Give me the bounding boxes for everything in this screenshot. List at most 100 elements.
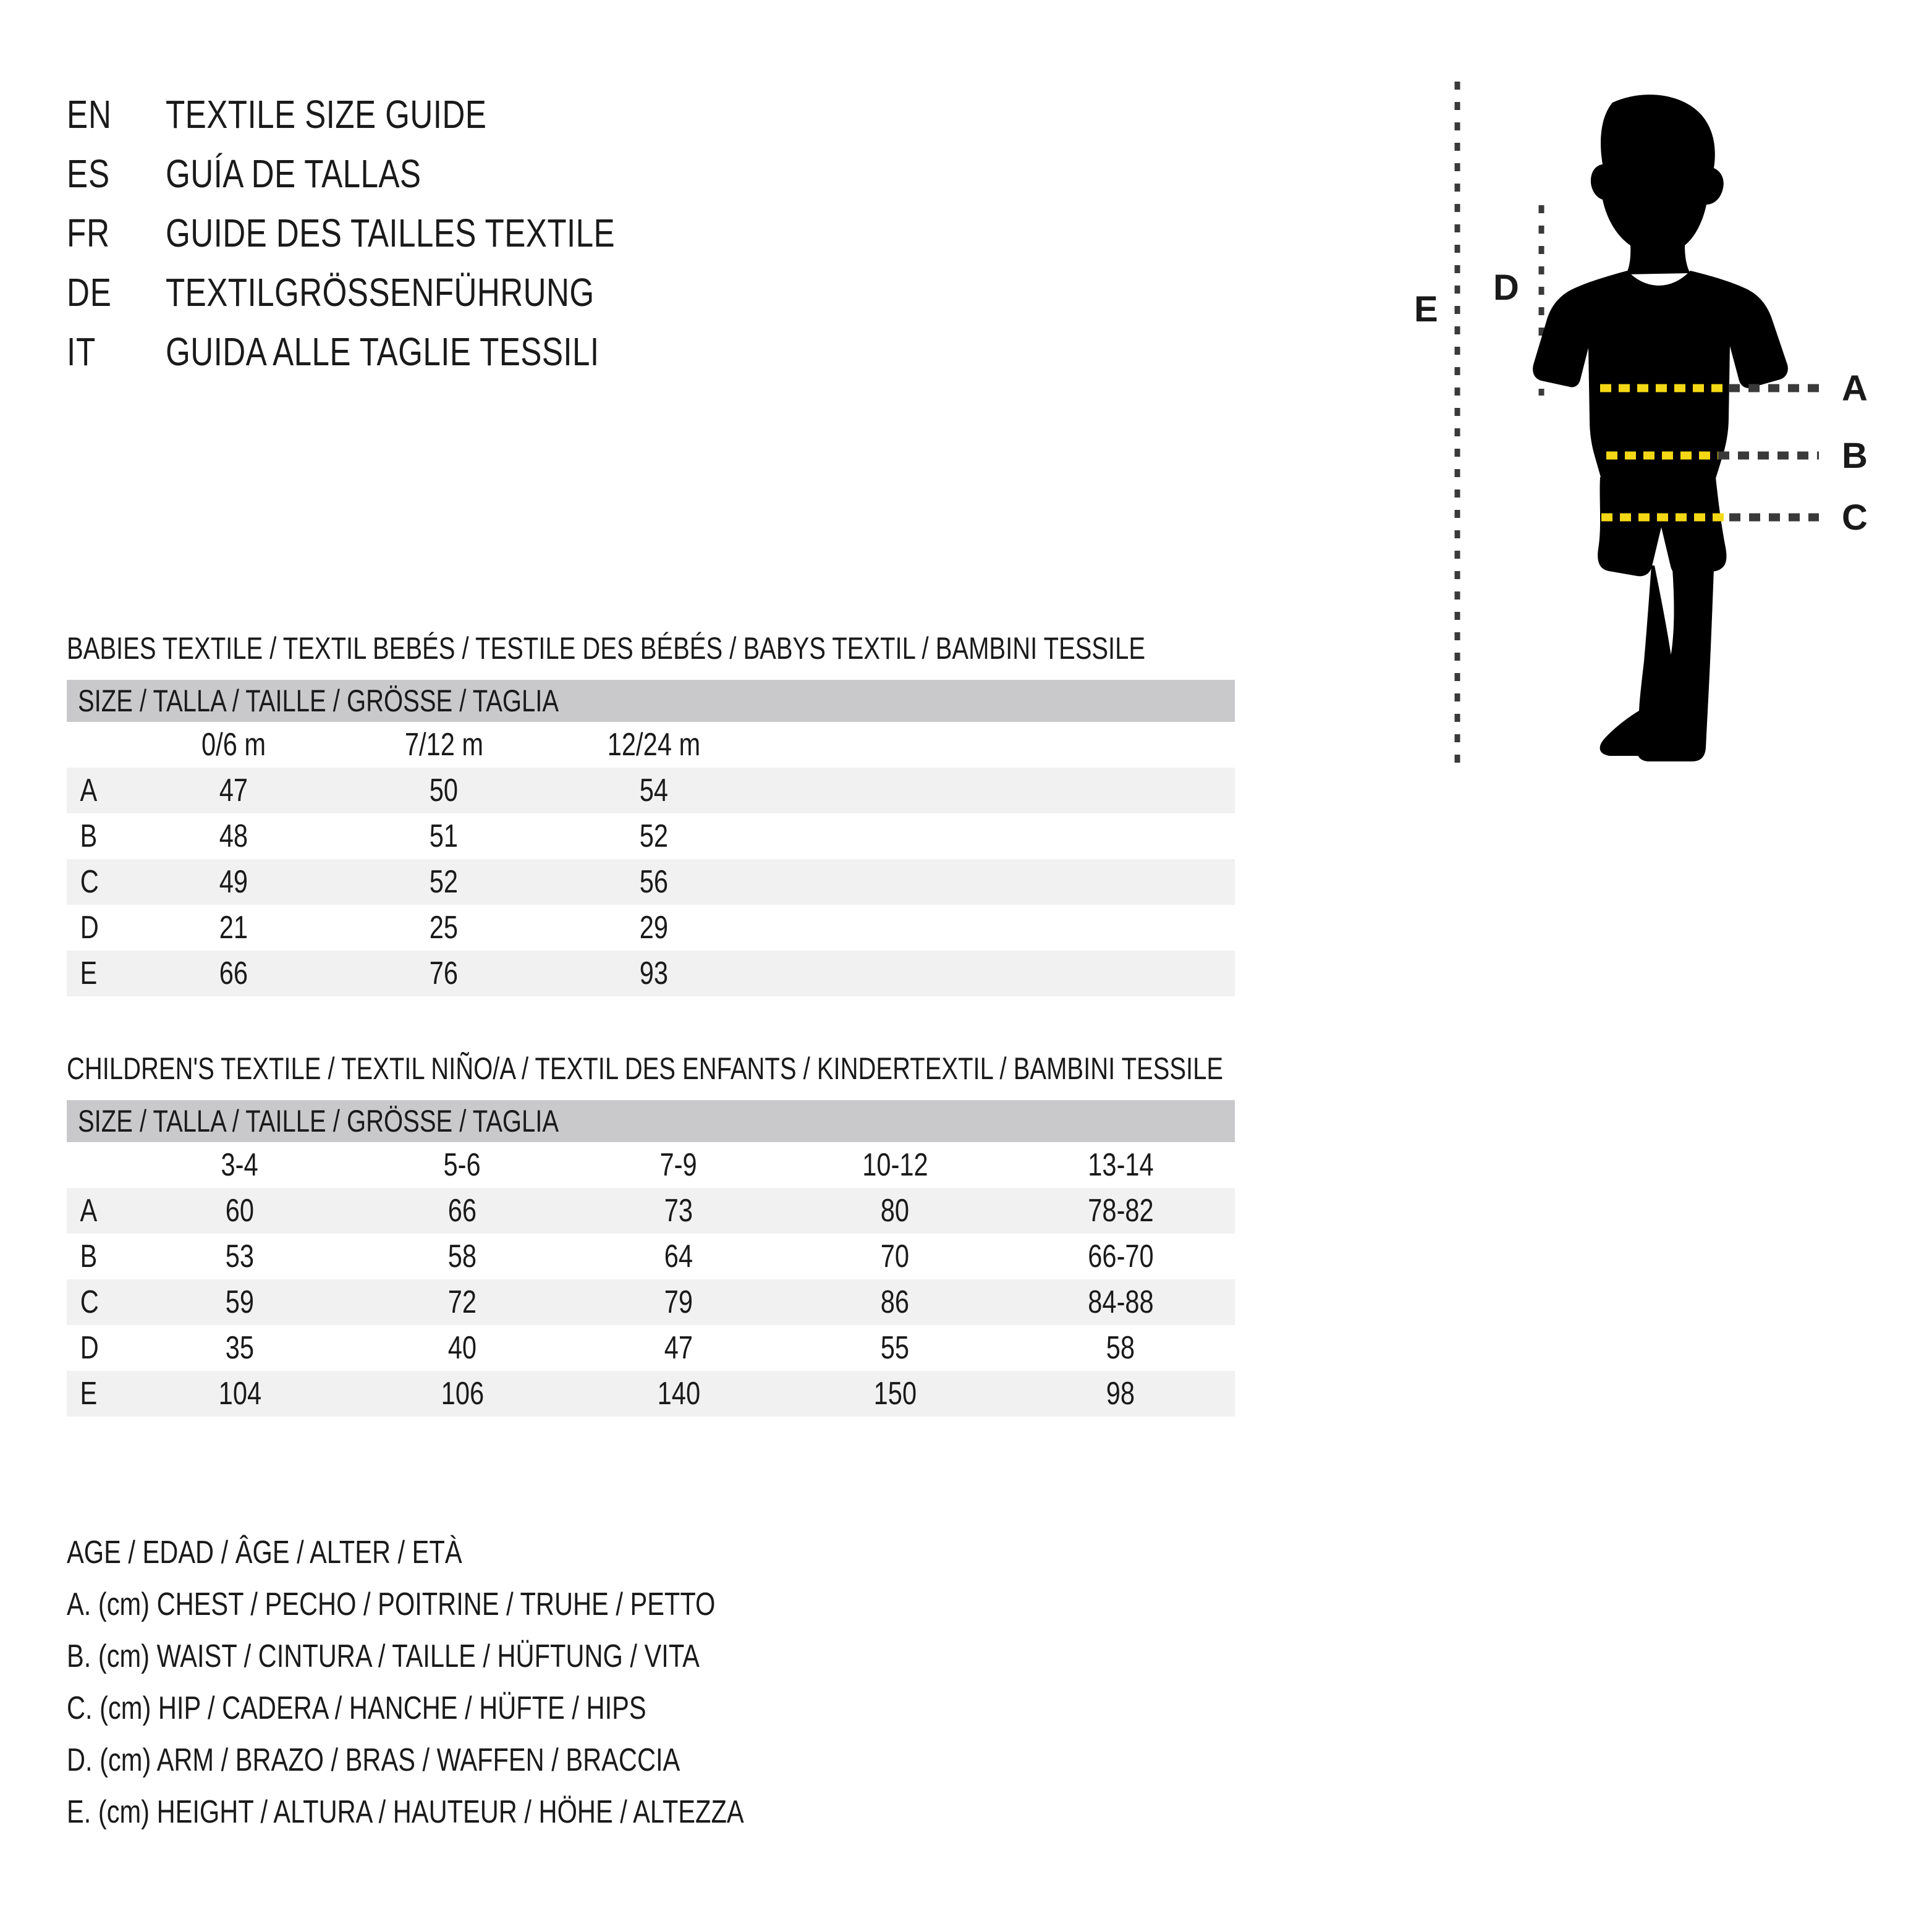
children-row-label-d: D	[80, 1330, 99, 1366]
legend-line-e-height: E. (cm) HEIGHT / ALTURA / HAUTEUR / HÖHE…	[67, 1794, 744, 1830]
language-code-en: EN	[67, 92, 112, 137]
children-cell-b-3: 70	[880, 1239, 910, 1274]
language-header-block: EN TEXTILE SIZE GUIDE ES GUÍA DE TALLAS …	[67, 91, 932, 388]
marker-label-c: C	[1842, 498, 1868, 538]
children-cell-c-2: 79	[574, 1279, 784, 1325]
children-cell-e-3: 150	[784, 1371, 1006, 1417]
children-cell-a-2: 73	[574, 1188, 784, 1234]
children-cell-d-1: 40	[447, 1330, 477, 1366]
table-row: D 21 25 29	[67, 905, 1235, 951]
babies-cell-a-0: 47	[129, 768, 339, 813]
babies-column-header-0: 0/6 m	[129, 722, 339, 768]
language-row-it: IT GUIDA ALLE TAGLIE TESSILI	[67, 329, 932, 388]
table-row: E 104 106 140 150 98	[67, 1371, 1235, 1417]
babies-row-label-b: B	[80, 818, 98, 854]
babies-table-header-label: SIZE / TALLA / TAILLE / GRÖSSE / TAGLIA	[78, 684, 559, 718]
language-code-fr: FR	[67, 211, 110, 255]
children-cell-e-4: 98	[1006, 1371, 1235, 1417]
children-column-header-row: 3-4 5-6 7-9 10-12 13-14	[67, 1142, 1235, 1188]
children-cell-c-1: 72	[351, 1279, 574, 1325]
table-header-row: SIZE / TALLA / TAILLE / GRÖSSE / TAGLIA	[67, 1100, 1235, 1142]
language-row-de: DE TEXTILGRÖSSENFÜHRUNG	[67, 269, 932, 329]
children-column-header-2: 7-9	[574, 1142, 784, 1188]
children-row-label-c: C	[67, 1279, 129, 1325]
table-row: C 59 72 79 86 84-88	[67, 1279, 1235, 1325]
marker-label-d: D	[1493, 268, 1519, 308]
babies-cell-d-pad	[759, 905, 1235, 951]
babies-cell-b-1: 51	[429, 818, 459, 854]
children-cell-b-0: 53	[225, 1239, 255, 1274]
children-cell-a-4: 78-82	[1006, 1188, 1235, 1234]
babies-cell-d-0: 21	[219, 910, 248, 946]
babies-cell-d-1: 25	[429, 910, 459, 946]
legend-line-b-waist: B. (cm) WAIST / CINTURA / TAILLE / HÜFTU…	[67, 1638, 700, 1674]
babies-cell-b-0: 48	[219, 818, 248, 854]
children-column-header-4: 13-14	[1006, 1142, 1235, 1188]
children-section-title: CHILDREN'S TEXTILE / TEXTIL NIÑO/A / TEX…	[67, 1051, 1224, 1086]
children-cell-e-1: 106	[351, 1371, 574, 1417]
language-row-es: ES GUÍA DE TALLAS	[67, 151, 932, 210]
babies-table-header: SIZE / TALLA / TAILLE / GRÖSSE / TAGLIA	[67, 680, 1235, 722]
children-cell-a-0: 60	[129, 1188, 351, 1234]
babies-column-header-1: 7/12 m	[339, 722, 549, 768]
children-corner-cell	[67, 1142, 129, 1188]
children-column-header-1: 5-6	[351, 1142, 574, 1188]
babies-cell-b-pad	[759, 813, 1235, 859]
babies-corner-cell	[67, 722, 129, 768]
babies-cell-e-1: 76	[339, 951, 549, 996]
babies-cell-a-2: 54	[549, 768, 759, 813]
children-cell-d-3: 55	[880, 1330, 910, 1366]
marker-label-a: A	[1842, 368, 1868, 409]
babies-cell-c-1: 52	[339, 859, 549, 905]
language-code-it: IT	[67, 329, 96, 374]
babies-cell-e-pad	[759, 951, 1235, 996]
marker-label-e: E	[1414, 289, 1438, 329]
babies-row-label-a: A	[67, 768, 129, 813]
children-row-label-b: B	[80, 1239, 98, 1274]
babies-row-label-c: C	[67, 859, 129, 905]
children-cell-d-0: 35	[225, 1330, 255, 1366]
language-title-de: TEXTILGRÖSSENFÜHRUNG	[166, 270, 595, 315]
table-row: D 35 40 47 55 58	[67, 1325, 1235, 1371]
children-cell-d-2: 47	[664, 1330, 693, 1366]
children-cell-b-1: 58	[447, 1239, 477, 1274]
babies-cell-e-2: 93	[549, 951, 759, 996]
children-cell-a-3: 80	[784, 1188, 1006, 1234]
table-row: E 66 76 93	[67, 951, 1235, 996]
babies-row-label-d: D	[80, 910, 99, 946]
babies-cell-d-2: 29	[639, 910, 669, 946]
language-title-it: GUIDA ALLE TAGLIE TESSILI	[166, 329, 600, 374]
babies-cell-a-1: 50	[339, 768, 549, 813]
table-header-row: SIZE / TALLA / TAILLE / GRÖSSE / TAGLIA	[67, 680, 1235, 722]
children-size-table: SIZE / TALLA / TAILLE / GRÖSSE / TAGLIA …	[67, 1100, 1235, 1417]
marker-label-b: B	[1842, 436, 1868, 476]
children-cell-c-0: 59	[129, 1279, 351, 1325]
children-cell-a-1: 66	[351, 1188, 574, 1234]
table-row: C 49 52 56	[67, 859, 1235, 905]
children-table-header-label: SIZE / TALLA / TAILLE / GRÖSSE / TAGLIA	[78, 1104, 559, 1138]
babies-column-header-pad	[759, 722, 1235, 768]
children-cell-c-3: 86	[784, 1279, 1006, 1325]
measurement-legend: AGE / EDAD / ÂGE / ALTER / ETÀ A. (cm) C…	[67, 1527, 913, 1838]
children-cell-c-4: 84-88	[1006, 1279, 1235, 1325]
table-row: B 48 51 52	[67, 813, 1235, 859]
table-row: A 60 66 73 80 78-82	[67, 1188, 1235, 1234]
children-table-header: SIZE / TALLA / TAILLE / GRÖSSE / TAGLIA	[67, 1100, 1235, 1142]
legend-line-age: AGE / EDAD / ÂGE / ALTER / ETÀ	[67, 1535, 462, 1570]
babies-cell-b-2: 52	[639, 818, 669, 854]
children-cell-b-4: 66-70	[1087, 1239, 1154, 1274]
language-row-en: EN TEXTILE SIZE GUIDE	[67, 91, 932, 151]
children-column-header-0: 3-4	[129, 1142, 351, 1188]
children-column-header-3: 10-12	[784, 1142, 1006, 1188]
legend-line-a-chest: A. (cm) CHEST / PECHO / POITRINE / TRUHE…	[67, 1587, 716, 1622]
babies-column-header-row: 0/6 m 7/12 m 12/24 m	[67, 722, 1235, 768]
children-cell-e-0: 104	[129, 1371, 351, 1417]
children-section: CHILDREN'S TEXTILE / TEXTIL NIÑO/A / TEX…	[67, 1051, 1512, 1417]
children-cell-b-2: 64	[664, 1239, 693, 1274]
babies-column-header-2: 12/24 m	[549, 722, 759, 768]
babies-cell-c-pad	[759, 859, 1235, 905]
babies-size-table: SIZE / TALLA / TAILLE / GRÖSSE / TAGLIA …	[67, 680, 1235, 996]
language-title-fr: GUIDE DES TAILLES TEXTILE	[166, 211, 616, 255]
babies-cell-a-pad	[759, 768, 1235, 813]
